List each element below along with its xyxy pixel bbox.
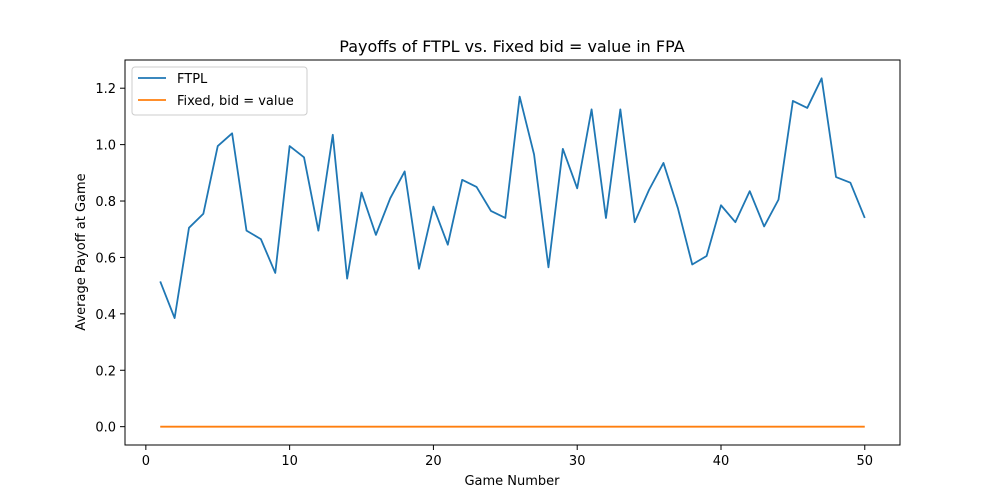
legend-label-fixed: Fixed, bid = value [177,94,294,109]
x-tick-label: 0 [142,454,150,469]
x-tick-label: 10 [281,454,298,469]
legend: FTPL Fixed, bid = value [131,66,308,116]
chart-title: Payoffs of FTPL vs. Fixed bid = value in… [339,37,684,56]
y-tick-label: 0.0 [95,421,116,436]
legend-label-ftpl: FTPL [177,72,208,87]
y-tick-label: 0.2 [95,364,116,379]
y-tick-label: 0.8 [95,195,116,210]
y-tick-label: 1.2 [95,82,116,97]
x-tick-label: 30 [569,454,586,469]
legend-box [131,66,308,116]
axes-frame [124,59,901,446]
y-tick-label: 0.6 [95,251,116,266]
plot-area [159,77,866,428]
y-axis-label: Average Payoff at Game [74,173,89,330]
x-tick-label: 20 [425,454,442,469]
y-tick-label: 1.0 [95,139,116,154]
x-axis-label: Game Number [464,474,560,489]
series-line-ftpl [159,77,866,319]
y-axis: 0.0 0.2 0.4 0.6 0.8 1.0 1.2 [95,82,125,436]
x-axis: 0 10 20 30 40 50 [142,445,873,469]
y-tick-label: 0.4 [95,308,116,323]
x-tick-label: 50 [856,454,873,469]
x-tick-label: 40 [713,454,730,469]
